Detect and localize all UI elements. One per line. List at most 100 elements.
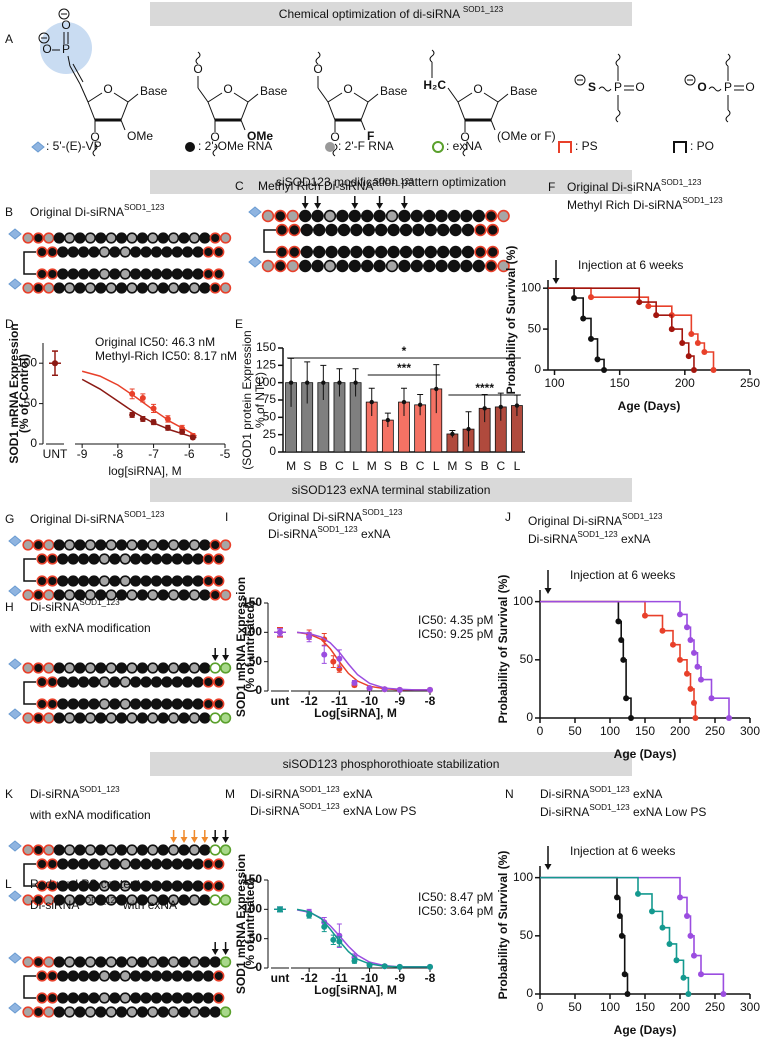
panel-title: with exNA modification <box>29 808 151 822</box>
bond <box>360 119 366 131</box>
nucleotide <box>150 575 162 587</box>
x-tick-label: -10 <box>361 971 379 985</box>
data-point <box>588 294 595 301</box>
nucleotide <box>192 575 204 587</box>
nucleotide <box>188 1006 200 1018</box>
atom-label: P <box>62 42 70 56</box>
nucleotide <box>202 553 214 565</box>
nucleotide <box>126 1006 138 1018</box>
nucleotide <box>311 209 324 223</box>
nucleotide <box>119 698 131 710</box>
nucleotide <box>199 712 211 724</box>
arrow-head <box>201 837 209 843</box>
section-header-bar <box>150 170 632 194</box>
bond <box>79 83 89 103</box>
nucleotide <box>88 676 100 688</box>
nucleotide <box>77 970 90 982</box>
x-tick-label: L <box>514 459 521 473</box>
x-tick-label: -7 <box>148 447 159 461</box>
nucleotide <box>77 676 90 688</box>
nucleotide <box>74 1006 86 1018</box>
nucleotide <box>53 589 65 601</box>
x-tick-label: -11 <box>331 694 348 708</box>
nucleotide <box>105 539 117 551</box>
nucleotide <box>32 232 45 244</box>
nucleotide <box>43 956 55 968</box>
x-tick-label: M <box>367 459 377 473</box>
nucleotide <box>63 1006 76 1018</box>
nucleotide <box>88 992 100 1004</box>
x-tick-label: -9 <box>77 447 88 461</box>
significance-label: *** <box>397 361 411 375</box>
data-point <box>498 404 503 410</box>
nucleotide <box>36 575 48 587</box>
bond <box>490 119 496 131</box>
nucleotide <box>63 662 76 674</box>
y-axis-label: SOD1 mRNA Expression <box>234 577 248 717</box>
nucleotide <box>157 956 169 968</box>
arrow-head <box>170 837 178 843</box>
nucleotide <box>98 992 110 1004</box>
nucleotide <box>220 844 232 856</box>
nucleotide <box>130 246 142 258</box>
nucleotide <box>423 209 436 223</box>
wavy-bond <box>429 49 435 63</box>
bond <box>447 87 459 103</box>
x-tick-label: 250 <box>705 724 725 738</box>
nucleotide <box>192 676 204 688</box>
significance-label: **** <box>475 381 494 395</box>
data-point <box>668 326 675 333</box>
nucleotide <box>147 662 159 674</box>
nucleotide <box>150 880 162 892</box>
y-axis-label: (% of Control) <box>17 354 31 433</box>
data-point <box>594 356 601 363</box>
nucleotide <box>43 589 55 601</box>
wavy-bond <box>315 51 321 65</box>
panel-letter: C <box>235 179 244 193</box>
substituent: OMe <box>247 129 273 143</box>
nucleotide <box>147 956 159 968</box>
nucleotide <box>77 698 90 710</box>
nucleotide <box>288 223 301 237</box>
nucleotide <box>67 575 79 587</box>
nucleotide <box>67 553 79 565</box>
nucleotide <box>46 858 59 870</box>
x-tick-label: -10 <box>361 694 379 708</box>
superscript: SOD1_123 <box>299 802 340 811</box>
nucleotide <box>435 259 448 273</box>
nucleotide <box>192 553 204 565</box>
legend-text: Methyl-Rich IC50: 8.17 nM <box>95 349 237 363</box>
base-label: Base <box>510 84 538 98</box>
data-point <box>692 715 699 721</box>
nucleotide <box>213 246 225 258</box>
nucleotide <box>311 259 324 273</box>
text-part: Di-siRNA <box>250 787 299 801</box>
data-point <box>618 637 625 644</box>
nucleotide <box>115 662 128 674</box>
nucleotide <box>385 209 399 223</box>
atom-label: O <box>313 62 322 76</box>
x-tick-label: 100 <box>545 376 565 390</box>
data-point <box>623 695 630 702</box>
data-point <box>708 695 715 702</box>
data-point <box>381 963 388 970</box>
nucleotide <box>168 956 180 968</box>
nucleotide <box>171 553 183 565</box>
data-point <box>353 380 358 385</box>
y-tick-label: 100 <box>242 902 262 916</box>
nucleotide <box>474 223 487 237</box>
arrow-head <box>400 203 408 209</box>
nucleotide <box>57 970 69 982</box>
superscript: SOD1_123 <box>299 785 340 794</box>
bond <box>367 93 379 103</box>
text-part: Di-siRNA <box>540 787 589 801</box>
data-point <box>691 952 697 959</box>
nucleotide <box>136 662 148 674</box>
bond <box>327 92 343 103</box>
vp-diamond <box>8 708 22 720</box>
x-tick-label: 300 <box>740 724 760 738</box>
nucleotide <box>84 589 96 601</box>
nucleotide <box>115 282 128 294</box>
nucleotide <box>171 698 183 710</box>
superscript: SOD1_123 <box>661 178 702 187</box>
